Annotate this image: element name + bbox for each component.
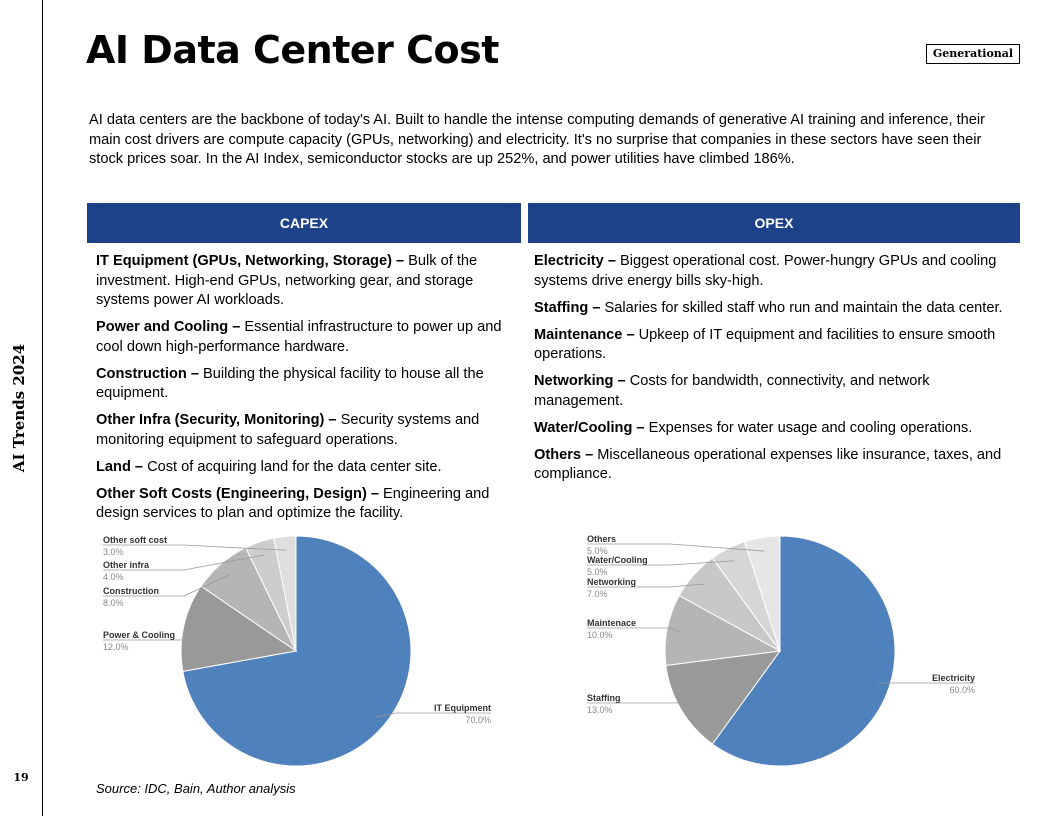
pie-value-label: 8.0% [103,598,124,608]
opex-item-desc: Miscellaneous operational expenses like … [534,446,1002,483]
sidebar-title: AI Trends 2024 [10,343,28,473]
capex-item-desc: Essential infrastructure to power up and… [96,319,502,355]
capex-item: Other Infra (Security, Monitoring) – Sec… [96,411,512,450]
opex-header: OPEX [528,203,1020,243]
pie-leader-line [103,544,287,551]
opex-item-term: Staffing – [534,299,601,316]
sidebar-rule [42,0,43,816]
capex-item-desc: Engineering and design services to plan … [96,485,490,522]
opex-item-term: Others – [534,446,594,463]
pie-value-label: 3.0% [103,547,124,557]
pie-label: Networking [587,577,636,587]
capex-item: Power and Cooling – Essential infrastruc… [96,318,512,357]
pie-slice [743,535,781,652]
capex-item-term: Construction – [96,365,199,382]
opex-item-term: Maintenance – [534,326,635,343]
pie-leader-line [587,627,681,633]
page-title: AI Data Center Cost [86,28,499,72]
category-tag: Generational [926,44,1020,64]
capex-item-term: Power and Cooling – [96,319,241,335]
pie-leader-line [103,629,198,641]
opex-item: Electricity – Biggest operational cost. … [534,252,1014,291]
pie-leader-line [103,554,264,571]
opex-item-term: Electricity – [534,253,616,269]
capex-item-desc: Building the physical facility to house … [96,365,484,402]
opex-item-term: Water/Cooling – [534,419,645,436]
pie-value-label: 7.0% [587,589,608,599]
capex-item-term: IT Equipment (GPUs, Networking, Storage)… [96,253,405,269]
opex-item-desc: Biggest operational cost. Power-hungry G… [534,253,997,289]
capex-item-term: Other Soft Costs (Engineering, Design) – [96,485,379,502]
pie-value-label: 13.0% [587,705,613,715]
pie-label: Maintenace [587,618,636,628]
opex-item-term: Networking – [534,373,626,389]
pie-value-label: 10.0% [587,630,613,640]
pie-value-label: 5.0% [587,546,608,556]
opex-pie-chart: Others5.0%Water/Cooling5.0%Networking7.0… [587,534,975,767]
pie-label: Staffing [587,693,621,703]
pie-label: IT Equipment [434,703,491,713]
capex-item: Other Soft Costs (Engineering, Design) –… [96,485,512,524]
capex-item-desc: Cost of acquiring land for the data cent… [143,458,442,475]
pie-value-label: 4.0% [103,572,124,582]
pie-leader-line [587,583,705,588]
pie-value-label: 60.0% [949,685,975,695]
pie-leader-line [587,560,735,566]
pie-value-label: 70.0% [465,715,491,725]
opex-item: Staffing – Salaries for skilled staff wh… [534,299,1014,319]
source-note: Source: IDC, Bain, Author analysis [96,781,296,796]
pie-value-label: 12.0% [103,642,129,652]
capex-header: CAPEX [87,203,521,243]
opex-item-desc: Upkeep of IT equipment and facilities to… [534,326,996,363]
pie-leader-line [375,712,491,718]
capex-list: IT Equipment (GPUs, Networking, Storage)… [96,252,512,531]
capex-pie-chart: Other soft cost 3.0% Other infra 4.0% Constr… [103,535,491,767]
capex-item: IT Equipment (GPUs, Networking, Storage)… [96,252,512,311]
capex-item-term: Other Infra (Security, Monitoring) – [96,412,337,428]
pie-leader-line [103,574,231,597]
pie-slice [180,585,298,672]
pie-label: Other infra [103,560,150,570]
pie-label: Other soft cost [103,535,167,545]
capex-item: Land – Cost of acquiring land for the da… [96,458,512,478]
pie-label: Construction [103,586,159,596]
pie-leader-line [587,543,765,552]
page-number: 19 [13,771,29,784]
pie-slice [273,535,297,652]
opex-item: Networking – Costs for bandwidth, connec… [534,372,1014,411]
capex-item-desc: Security systems and monitoring equipmen… [96,412,480,448]
opex-item: Others – Miscellaneous operational expen… [534,446,1014,485]
pie-label: Others [587,534,616,544]
opex-item-desc: Expenses for water usage and cooling ope… [644,419,973,436]
capex-item-desc: Bulk of the investment. High-end GPUs, n… [96,253,478,308]
opex-item-desc: Costs for bandwidth, connectivity, and n… [534,373,930,409]
pie-label: Power & Cooling [103,630,175,640]
opex-list: Electricity – Biggest operational cost. … [534,252,1014,492]
capex-item: Construction – Building the physical fac… [96,365,512,404]
intro-paragraph: AI data centers are the backbone of toda… [89,112,986,167]
pie-label: Electricity [932,673,975,683]
pie-value-label: 5.0% [587,567,608,577]
pie-slice [664,594,782,666]
opex-item: Water/Cooling – Expenses for water usage… [534,419,1014,439]
opex-item: Maintenance – Upkeep of IT equipment and… [534,326,1014,365]
opex-item-desc: Salaries for skilled staff who run and m… [600,299,1003,316]
pie-slice [711,535,896,767]
pie-label: Water/Cooling [587,555,648,565]
capex-item-term: Land – [96,458,144,475]
pie-slice [665,650,782,745]
